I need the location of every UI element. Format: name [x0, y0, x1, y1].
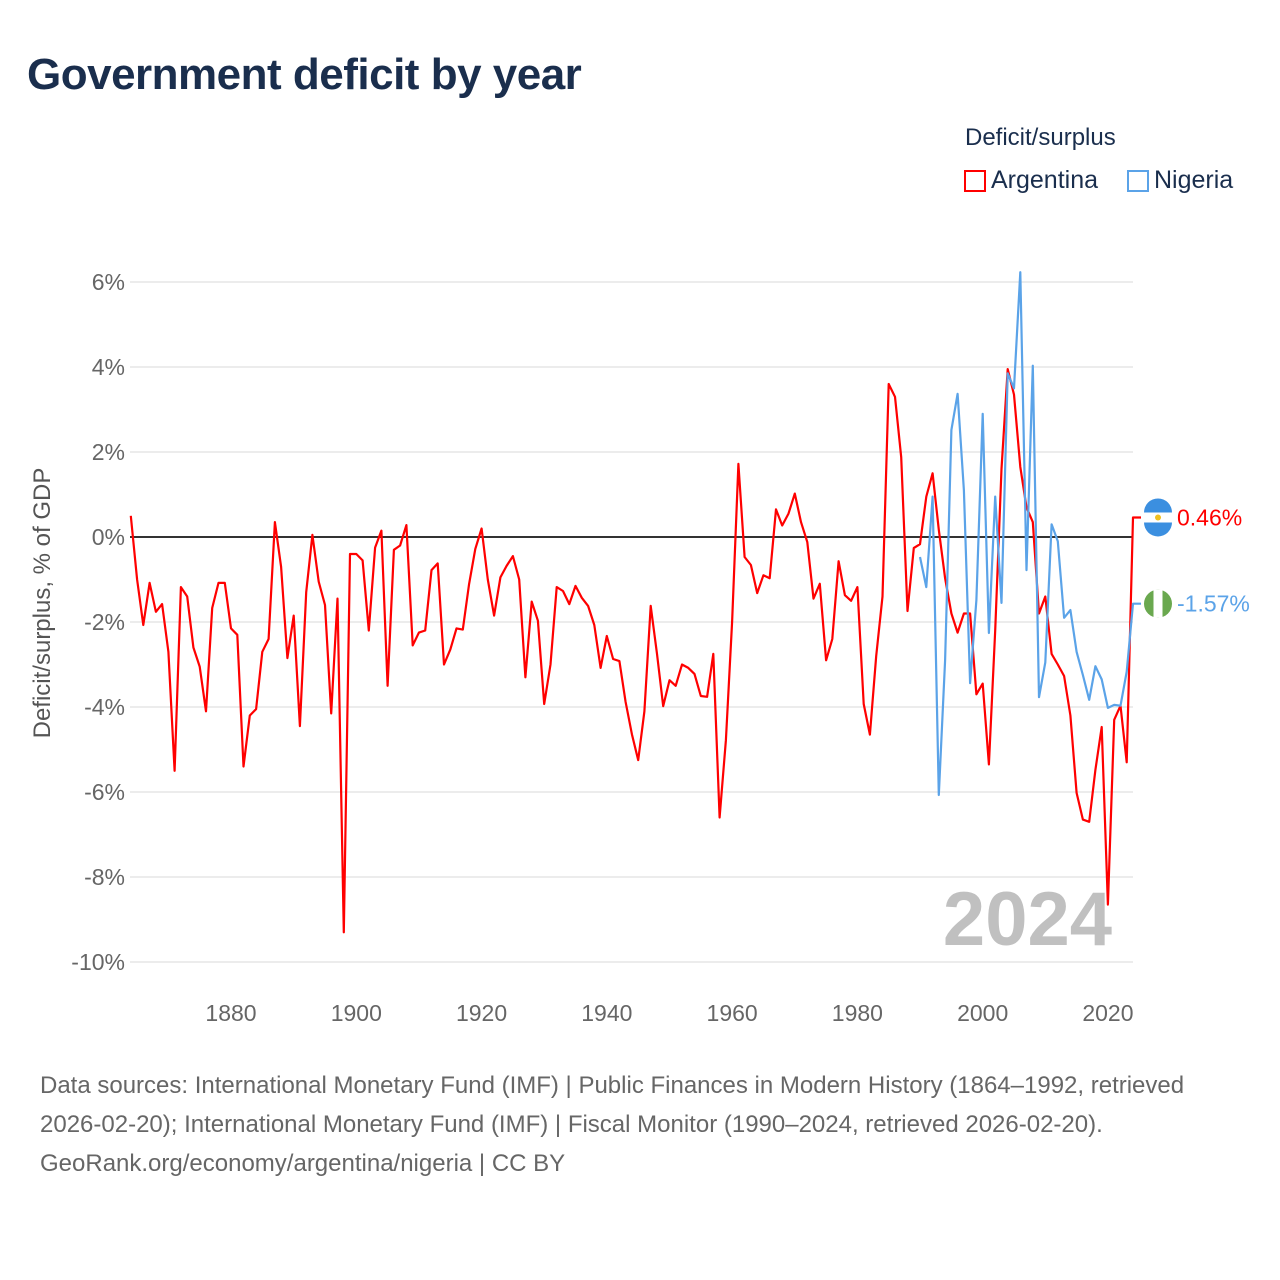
x-tick-label: 1980 — [832, 1000, 883, 1026]
x-tick-label: 1920 — [456, 1000, 507, 1026]
y-tick-label: 4% — [92, 354, 125, 380]
flag-band — [1144, 522, 1172, 537]
series-line-nigeria — [918, 271, 1141, 797]
y-tick-label: 2% — [92, 439, 125, 465]
y-tick-label: -8% — [84, 864, 125, 890]
y-tick-label: -10% — [71, 949, 125, 975]
x-tick-label: 1880 — [205, 1000, 256, 1026]
legend-label: Argentina — [991, 166, 1099, 194]
series-line-argentina — [129, 368, 1141, 934]
x-tick-label: 2020 — [1082, 1000, 1133, 1026]
y-tick-label: -4% — [84, 694, 125, 720]
flag-band — [1144, 498, 1172, 513]
end-value-label-argentina: 0.46% — [1177, 504, 1242, 530]
legend-title: Deficit/surplus — [965, 124, 1116, 151]
legend-swatch-argentina — [964, 169, 986, 192]
legend-swatch-nigeria — [1127, 169, 1149, 192]
x-tick-label: 2000 — [957, 1000, 1008, 1026]
footer: Data sources: International Monetary Fun… — [40, 1066, 1240, 1183]
legend-label: Nigeria — [1154, 166, 1234, 194]
x-tick-label: 1960 — [707, 1000, 758, 1026]
flag-sun — [1155, 514, 1161, 521]
y-axis-label: Deficit/surplus, % of GDP — [29, 468, 56, 739]
year-watermark: 2024 — [943, 877, 1112, 962]
legend-item-nigeria[interactable]: Nigeria — [1127, 166, 1233, 195]
chart-plot: Deficit/surplus, % of GDP 6% 4% 2% 0% -2% -4%… — [29, 269, 1250, 1026]
y-tick-label: -6% — [84, 779, 125, 805]
data-sources: Data sources: International Monetary Fun… — [40, 1072, 1185, 1138]
flag-argentina-icon — [1144, 498, 1172, 537]
y-tick-label: 6% — [92, 269, 125, 295]
end-value-label-nigeria: -1.57% — [1177, 591, 1250, 617]
flag-nigeria-icon — [1144, 589, 1172, 618]
y-tick-label: -2% — [84, 609, 125, 635]
credit-link[interactable]: GeoRank.org/economy/argentina/nigeria | … — [40, 1150, 566, 1177]
x-tick-label: 1900 — [331, 1000, 382, 1026]
chart-title: Government deficit by year — [27, 50, 582, 99]
x-tick-label: 1940 — [581, 1000, 632, 1026]
flag-band — [1153, 589, 1163, 618]
legend-item-argentina[interactable]: Argentina — [964, 166, 1098, 195]
y-tick-label: 0% — [92, 524, 125, 550]
